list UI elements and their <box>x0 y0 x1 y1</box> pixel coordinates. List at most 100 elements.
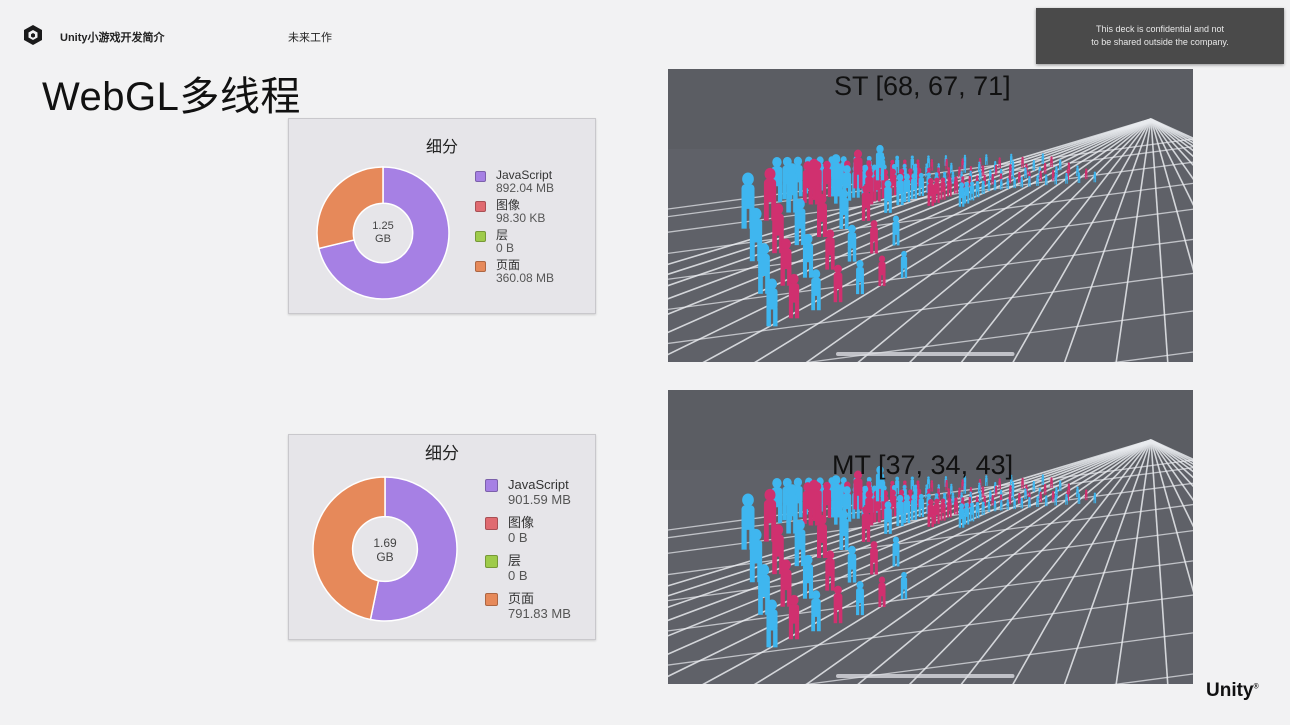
crowd-figure <box>947 176 952 197</box>
scene-progress-bar <box>836 352 1015 356</box>
donut-slice <box>312 476 386 621</box>
slide-title: WebGL多线程 <box>42 75 301 119</box>
legend-label: 页面 <box>508 591 535 606</box>
floor-grid-line <box>1012 118 1152 362</box>
scene-progress-bar <box>836 674 1015 678</box>
crowd-figure <box>794 198 806 246</box>
legend-swatch <box>485 479 498 492</box>
crowd-figure <box>870 220 878 254</box>
floor-grid-line <box>754 118 1152 362</box>
crowd-figure <box>1050 477 1053 489</box>
floor-grid-line <box>668 238 1193 311</box>
crowd-figure <box>847 545 857 583</box>
panel-title: 细分 <box>425 139 458 156</box>
floor-grid-line <box>1012 439 1152 684</box>
crowd-figure <box>963 162 967 173</box>
floor-grid-line <box>1150 118 1193 207</box>
crowd-figure <box>1011 488 1015 500</box>
crowd-figure <box>875 465 885 502</box>
crowd-figure <box>989 490 992 502</box>
crowd-figure <box>958 487 961 499</box>
crowd-figure <box>989 169 992 181</box>
crowd-figure <box>1013 177 1016 189</box>
crowd-figure <box>927 499 935 527</box>
memory-breakdown-panel-1: 细分 1.25 GB JavaScript 892.04 MB 图像 98.30 K… <box>288 118 596 314</box>
crowd-figure <box>1009 474 1013 486</box>
legend-label: 层 <box>508 553 522 568</box>
floor-grid-line <box>668 118 1152 276</box>
crowd-figure <box>940 498 946 521</box>
crowd-figure <box>1054 494 1058 506</box>
crowd-figure <box>940 177 946 200</box>
donut-hole <box>354 204 412 262</box>
donut-center-label: 1.69 GB <box>353 536 417 564</box>
crowd-figure <box>947 167 950 178</box>
crowd-figure <box>856 581 864 616</box>
floor-grid-line <box>668 529 1193 602</box>
donut-slice <box>317 166 450 300</box>
floor-grid-line <box>668 594 1193 666</box>
floor-grid-line <box>1150 439 1193 528</box>
floor-grid-line <box>753 439 1152 684</box>
crowd-figure <box>802 554 814 599</box>
floor-grid-line <box>1150 439 1193 502</box>
crowd-figure <box>998 478 1001 490</box>
legend-swatch <box>475 261 486 272</box>
floor-grid-line <box>1115 439 1152 684</box>
legend-label: JavaScript <box>508 477 569 492</box>
legend-item: 页面 360.08 MB <box>475 259 554 285</box>
legend-value: 0 B <box>508 530 528 545</box>
crowd-figure <box>1043 483 1047 495</box>
crowd-figure <box>911 173 917 200</box>
crowd-figure <box>950 483 953 495</box>
crowd-figure <box>1084 489 1088 501</box>
crowd-figure <box>933 177 940 203</box>
crowd-figure <box>1021 477 1024 489</box>
crowd-figure <box>987 180 991 192</box>
crowd-figure <box>945 158 948 170</box>
brand-name: Unity <box>1206 680 1254 701</box>
crowd-figure <box>1000 499 1003 511</box>
floor-grid-line <box>702 118 1152 362</box>
crowd-figure <box>831 475 841 518</box>
crowd-figure <box>954 497 958 515</box>
crowd-figure <box>896 494 904 527</box>
donut-total-unit: GB <box>375 233 391 245</box>
donut-slice <box>316 166 384 250</box>
crowd-figure <box>1021 156 1024 168</box>
crowd-figure <box>945 479 948 491</box>
crowd-figure <box>1018 492 1021 504</box>
floor-grid-line <box>1063 118 1152 362</box>
crowd-figure <box>1028 175 1031 187</box>
floor-grid-line <box>1150 118 1193 180</box>
crowd-figure <box>870 541 878 575</box>
crowd-figure <box>1028 496 1031 508</box>
crowd-figure <box>1065 493 1068 505</box>
crowd-figure <box>780 238 792 286</box>
crowd-figure <box>958 182 965 207</box>
crowd-figure <box>1018 171 1021 183</box>
crowd-figure <box>1058 159 1062 171</box>
crowd-figure <box>1054 173 1058 185</box>
legend-value: 360.08 MB <box>496 271 555 285</box>
crowd-figure <box>981 180 985 195</box>
crowd-figure <box>927 178 935 206</box>
confidential-line-2: to be shared outside the company. <box>1091 37 1229 47</box>
crowd-figure <box>930 159 934 171</box>
crowd-figure <box>766 278 778 327</box>
crowd-figure <box>947 497 952 518</box>
crowd-figure <box>933 498 940 524</box>
crowd-figure <box>958 503 965 528</box>
crowd-figure <box>1093 492 1097 504</box>
crowd-figure <box>831 154 841 197</box>
crowd-figure <box>964 181 970 204</box>
crowd-figure <box>1024 488 1027 500</box>
floor-grid-line <box>804 632 1193 684</box>
legend-label: 图像 <box>496 198 521 212</box>
crowd-figure <box>853 470 863 510</box>
floor-grid-line <box>668 439 1152 597</box>
